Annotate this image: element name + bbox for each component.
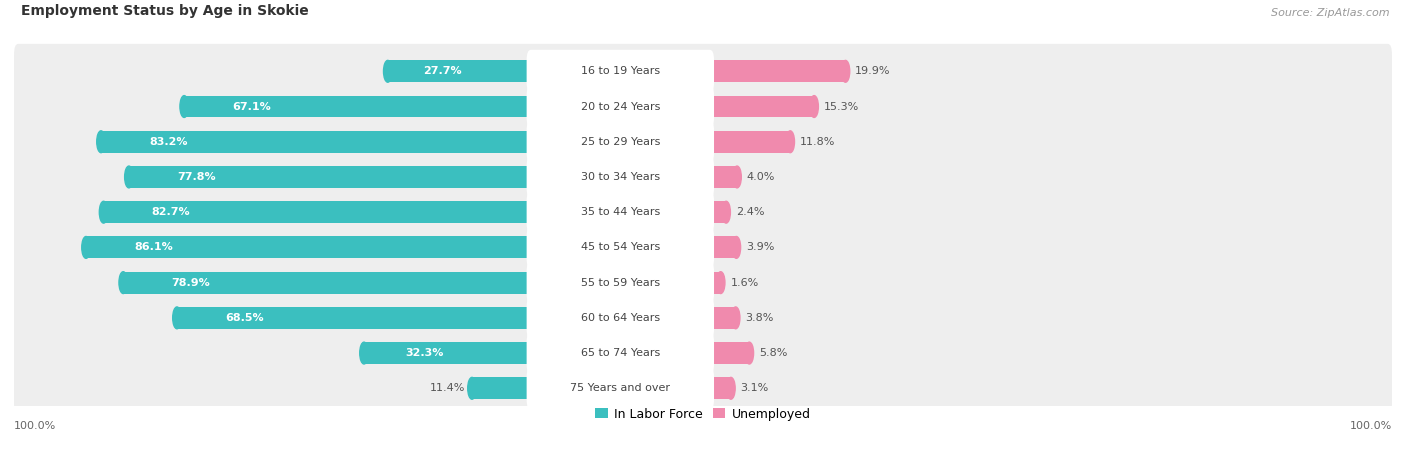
Text: 83.2%: 83.2% xyxy=(149,137,187,147)
Text: 2.4%: 2.4% xyxy=(735,207,765,217)
Circle shape xyxy=(733,166,741,188)
Bar xyxy=(101,131,531,152)
Circle shape xyxy=(717,272,725,294)
Circle shape xyxy=(468,377,477,399)
FancyBboxPatch shape xyxy=(14,149,1392,204)
Text: 3.8%: 3.8% xyxy=(745,313,773,323)
Circle shape xyxy=(173,307,181,329)
FancyBboxPatch shape xyxy=(14,114,1392,169)
Text: 3.9%: 3.9% xyxy=(747,242,775,253)
Circle shape xyxy=(97,131,105,152)
Text: 100.0%: 100.0% xyxy=(1350,421,1392,431)
Text: 11.4%: 11.4% xyxy=(430,383,465,393)
Text: 35 to 44 Years: 35 to 44 Years xyxy=(581,207,659,217)
Text: 1.6%: 1.6% xyxy=(731,278,759,288)
Bar xyxy=(104,201,531,223)
Text: 78.9%: 78.9% xyxy=(172,278,209,288)
Text: 32.3%: 32.3% xyxy=(405,348,444,358)
Bar xyxy=(710,342,749,364)
FancyBboxPatch shape xyxy=(14,185,1392,239)
Circle shape xyxy=(786,131,794,152)
FancyBboxPatch shape xyxy=(527,367,714,410)
Circle shape xyxy=(810,96,818,117)
Text: 15.3%: 15.3% xyxy=(824,101,859,111)
FancyBboxPatch shape xyxy=(14,255,1392,310)
Bar xyxy=(710,272,721,294)
Bar xyxy=(184,96,531,117)
Text: 82.7%: 82.7% xyxy=(152,207,190,217)
FancyBboxPatch shape xyxy=(14,290,1392,345)
Bar xyxy=(177,307,531,329)
FancyBboxPatch shape xyxy=(14,220,1392,275)
Text: 86.1%: 86.1% xyxy=(134,242,173,253)
Text: 68.5%: 68.5% xyxy=(225,313,264,323)
Bar xyxy=(710,307,735,329)
Text: 75 Years and over: 75 Years and over xyxy=(571,383,671,393)
Text: 67.1%: 67.1% xyxy=(232,101,271,111)
Text: 3.1%: 3.1% xyxy=(741,383,769,393)
Bar xyxy=(710,201,727,223)
FancyBboxPatch shape xyxy=(14,79,1392,134)
Text: 27.7%: 27.7% xyxy=(423,66,463,76)
Circle shape xyxy=(120,272,128,294)
Text: 5.8%: 5.8% xyxy=(759,348,787,358)
FancyBboxPatch shape xyxy=(527,226,714,269)
FancyBboxPatch shape xyxy=(527,50,714,93)
Circle shape xyxy=(731,307,740,329)
Circle shape xyxy=(82,236,90,258)
FancyBboxPatch shape xyxy=(14,44,1392,99)
FancyBboxPatch shape xyxy=(527,156,714,198)
Bar xyxy=(710,166,737,188)
Circle shape xyxy=(360,342,368,364)
Text: 77.8%: 77.8% xyxy=(177,172,215,182)
Bar xyxy=(129,166,531,188)
Bar xyxy=(710,96,814,117)
Circle shape xyxy=(384,60,392,82)
FancyBboxPatch shape xyxy=(527,261,714,304)
Circle shape xyxy=(125,166,134,188)
Text: 60 to 64 Years: 60 to 64 Years xyxy=(581,313,659,323)
Bar xyxy=(472,377,531,399)
Bar xyxy=(388,60,531,82)
Text: 55 to 59 Years: 55 to 59 Years xyxy=(581,278,659,288)
FancyBboxPatch shape xyxy=(527,296,714,339)
Bar xyxy=(710,60,845,82)
Text: 19.9%: 19.9% xyxy=(855,66,891,76)
Circle shape xyxy=(733,236,741,258)
Circle shape xyxy=(100,201,108,223)
FancyBboxPatch shape xyxy=(527,191,714,234)
Circle shape xyxy=(745,342,754,364)
Text: 100.0%: 100.0% xyxy=(14,421,56,431)
Circle shape xyxy=(180,96,188,117)
Text: 11.8%: 11.8% xyxy=(800,137,835,147)
Bar xyxy=(124,272,531,294)
Text: 20 to 24 Years: 20 to 24 Years xyxy=(581,101,659,111)
Bar xyxy=(710,131,790,152)
FancyBboxPatch shape xyxy=(527,331,714,374)
Bar xyxy=(86,236,531,258)
Legend: In Labor Force, Unemployed: In Labor Force, Unemployed xyxy=(591,403,815,426)
Bar xyxy=(710,377,731,399)
Text: Employment Status by Age in Skokie: Employment Status by Age in Skokie xyxy=(21,4,309,18)
Bar xyxy=(364,342,531,364)
FancyBboxPatch shape xyxy=(14,361,1392,416)
FancyBboxPatch shape xyxy=(527,120,714,163)
Circle shape xyxy=(721,201,730,223)
Text: 16 to 19 Years: 16 to 19 Years xyxy=(581,66,659,76)
FancyBboxPatch shape xyxy=(14,326,1392,381)
Text: 65 to 74 Years: 65 to 74 Years xyxy=(581,348,659,358)
Text: 4.0%: 4.0% xyxy=(747,172,775,182)
Text: 30 to 34 Years: 30 to 34 Years xyxy=(581,172,659,182)
Bar xyxy=(710,236,737,258)
Text: 25 to 29 Years: 25 to 29 Years xyxy=(581,137,659,147)
Text: Source: ZipAtlas.com: Source: ZipAtlas.com xyxy=(1271,8,1389,18)
Circle shape xyxy=(841,60,849,82)
Text: 45 to 54 Years: 45 to 54 Years xyxy=(581,242,659,253)
FancyBboxPatch shape xyxy=(527,85,714,128)
Circle shape xyxy=(727,377,735,399)
